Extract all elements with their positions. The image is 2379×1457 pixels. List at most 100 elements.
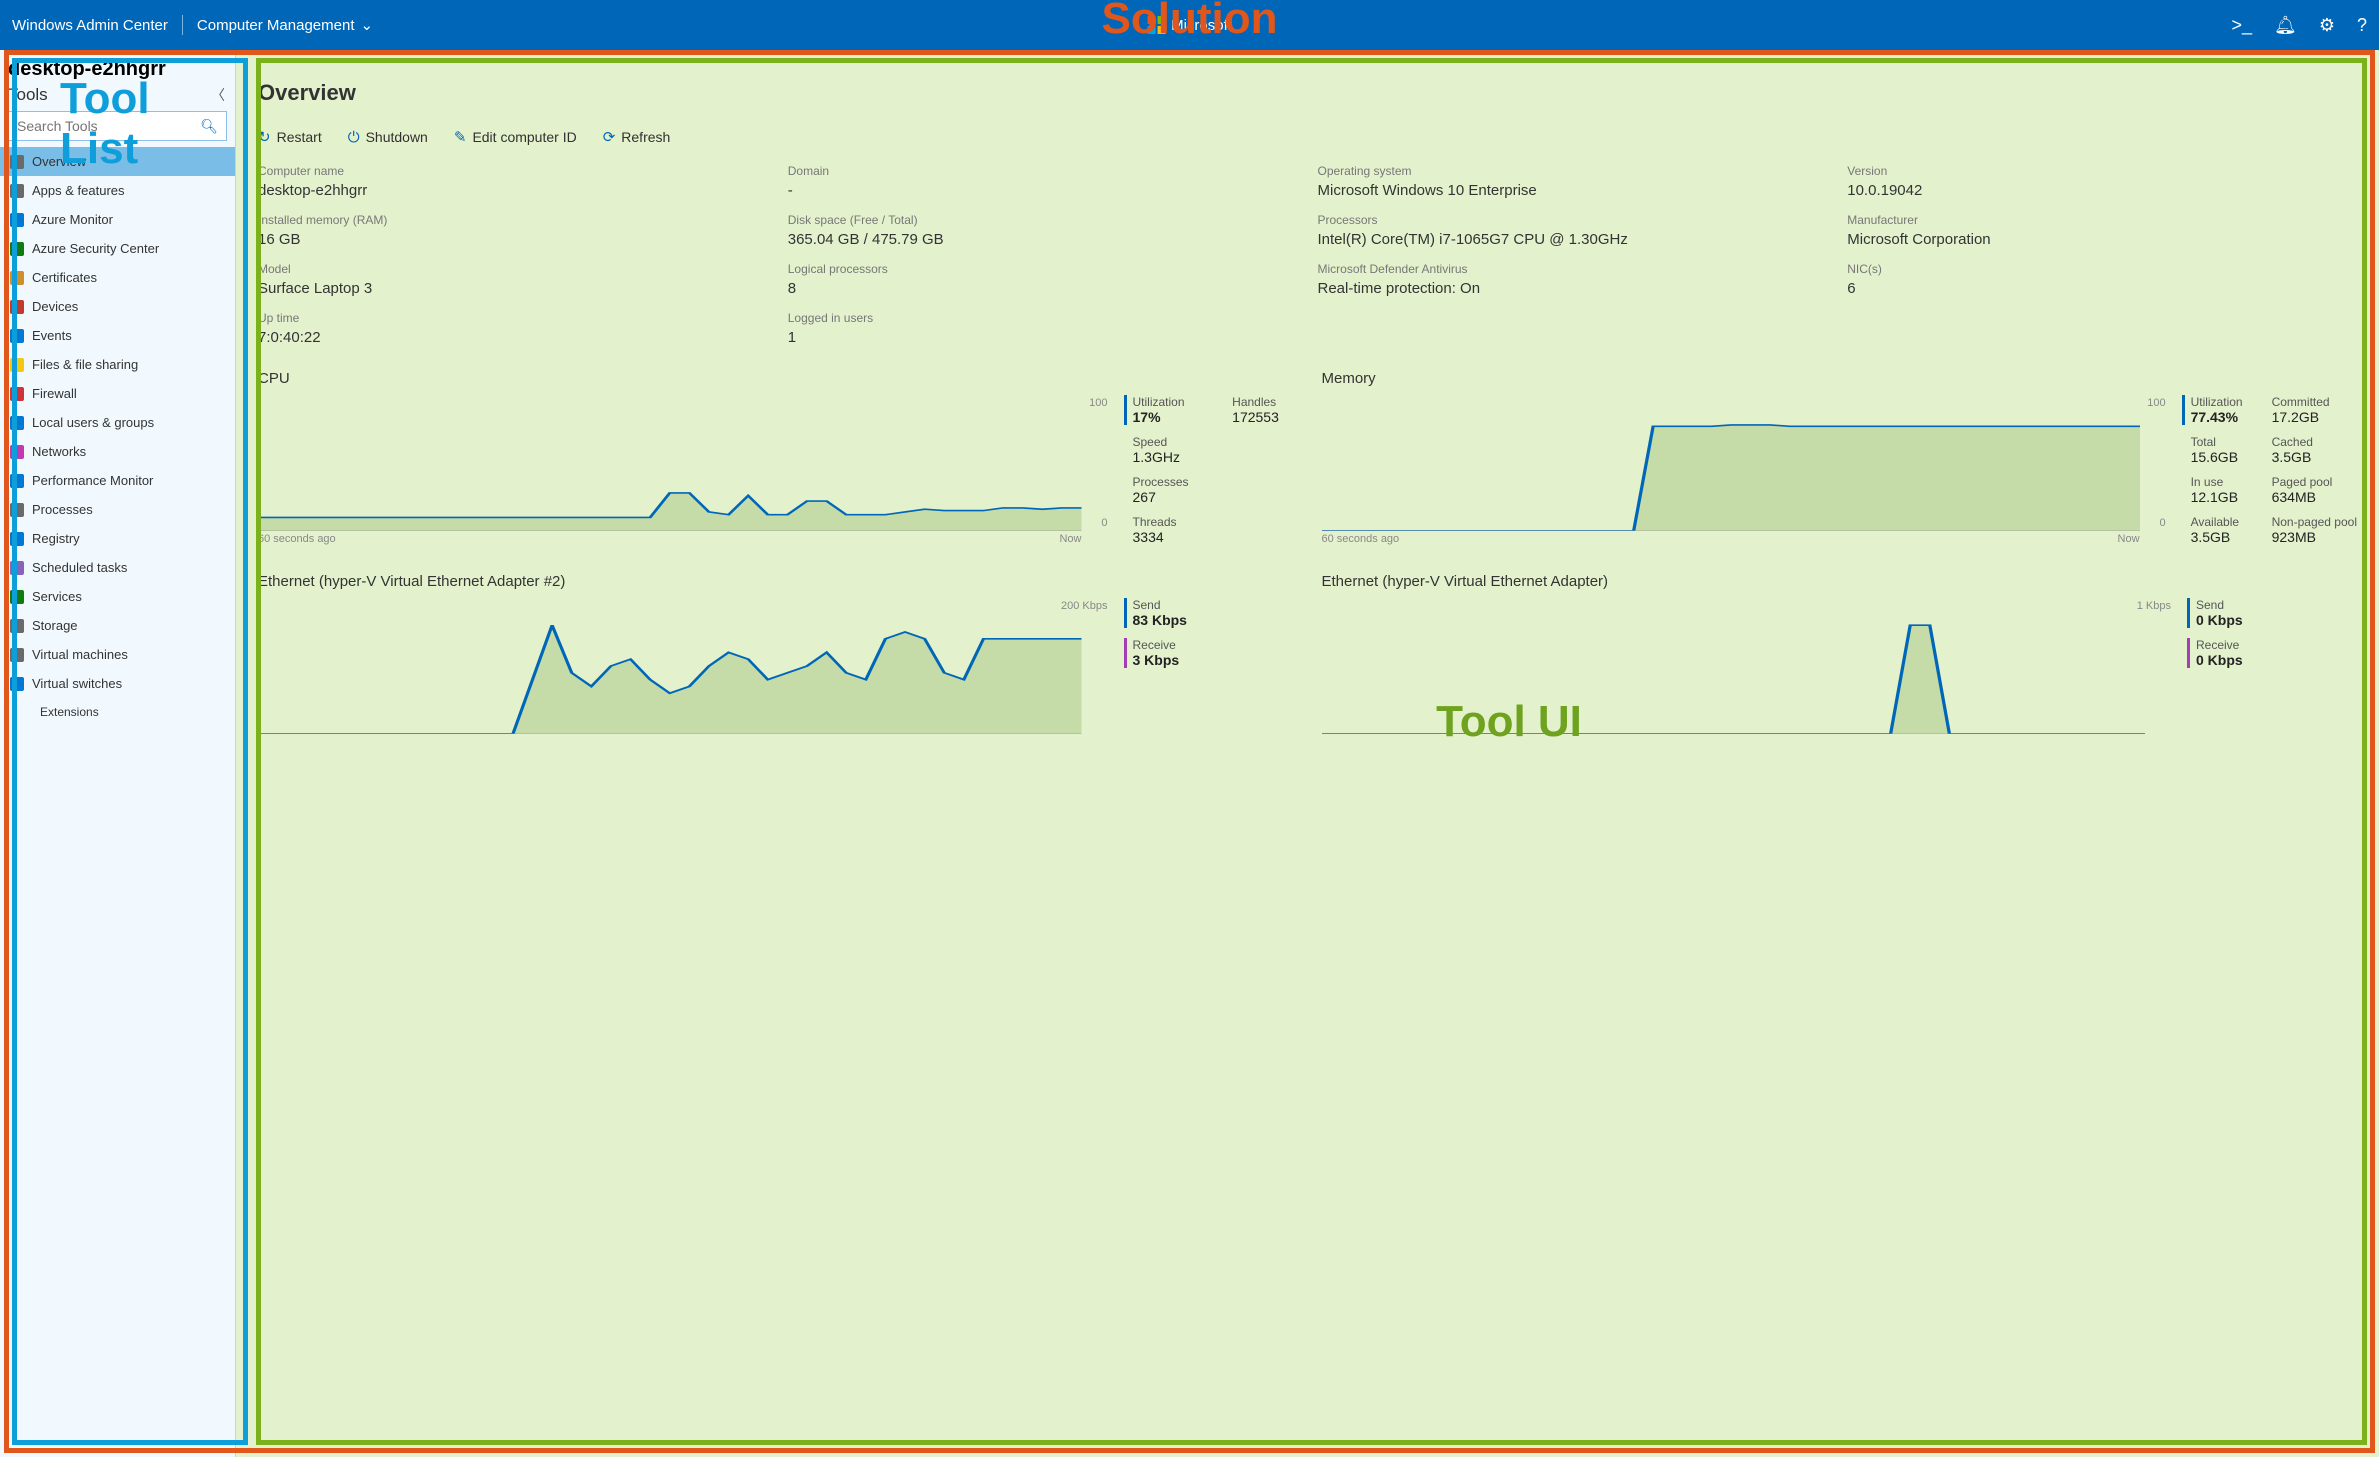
sidebar-item[interactable]: Services [0,582,235,611]
sidebar-item[interactable]: Devices [0,292,235,321]
stat-value: 83 Kbps [1133,612,1294,628]
collapse-sidebar-icon[interactable]: 〈 [211,85,225,105]
search-tools-box[interactable]: 🔍︎ [8,111,227,141]
sidebar-item-label: Azure Security Center [32,241,159,256]
spec-label: Version [1847,164,2357,178]
stat-item: Non-paged pool923MB [2263,515,2357,545]
sidebar-item-label: Services [32,589,82,604]
sidebar-item-label: Certificates [32,270,97,285]
sidebar-item-label: Files & file sharing [32,357,138,372]
tool-icon [10,619,24,633]
sidebar: Tool List desktop-e2hhgrr Tools 〈 🔍︎ Ove… [0,50,236,1457]
spec-cell: Logical processors8 [788,262,1298,297]
solution-dropdown[interactable]: Computer Management ⌄ [197,16,373,34]
edit-computer-id-button[interactable]: ✎Edit computer ID [454,128,577,146]
action-bar: ↻Restart ⏻Shutdown ✎Edit computer ID ⟳Re… [258,128,2357,146]
spec-cell: Domain- [788,164,1298,199]
sidebar-item[interactable]: Virtual switches [0,669,235,698]
tool-icon [10,358,24,372]
spec-cell: Operating systemMicrosoft Windows 10 Ent… [1318,164,1828,199]
powershell-icon[interactable]: >_ [2231,15,2252,36]
spec-value: Intel(R) Core(TM) i7-1065G7 CPU @ 1.30GH… [1318,231,1828,248]
sidebar-item-label: Overview [32,154,86,169]
spec-cell: NIC(s)6 [1847,262,2357,297]
settings-gear-icon[interactable]: ⚙ [2319,15,2335,36]
stat-item: Processes267 [1124,475,1204,505]
sidebar-item-label: Networks [32,444,86,459]
tool-icon [10,213,24,227]
sidebar-item-label: Firewall [32,386,77,401]
stat-value: 634MB [2272,489,2357,505]
sidebar-item-label: Performance Monitor [32,473,153,488]
stat-item: Paged pool634MB [2263,475,2357,505]
stat-label: Utilization [1133,395,1204,409]
sidebar-item[interactable]: Azure Monitor [0,205,235,234]
help-icon[interactable]: ? [2357,15,2367,36]
shutdown-label: Shutdown [366,129,428,145]
sidebar-item[interactable]: Networks [0,437,235,466]
restart-button[interactable]: ↻Restart [258,128,322,146]
stat-value: 172553 [1232,409,1293,425]
stat-item: Utilization17% [1124,395,1204,425]
shutdown-button[interactable]: ⏻Shutdown [348,128,428,146]
sidebar-item-label: Registry [32,531,80,546]
stat-label: Send [1133,598,1294,612]
sidebar-item-extensions[interactable]: Extensions [0,698,235,726]
sidebar-item[interactable]: Azure Security Center [0,234,235,263]
sidebar-item[interactable]: Performance Monitor [0,466,235,495]
sidebar-item[interactable]: Firewall [0,379,235,408]
sidebar-item-label: Scheduled tasks [32,560,127,575]
sidebar-item[interactable]: Events [0,321,235,350]
stat-value: 12.1GB [2191,489,2243,505]
spec-value: 10.0.19042 [1847,182,2357,199]
sidebar-item[interactable]: Apps & features [0,176,235,205]
x-axis-right: Now [1059,533,1081,545]
tool-icon [10,590,24,604]
sidebar-item[interactable]: Processes [0,495,235,524]
sidebar-item[interactable]: Local users & groups [0,408,235,437]
sidebar-item[interactable]: Overview [0,147,235,176]
search-tools-input[interactable] [17,118,200,134]
stat-value: 3.5GB [2272,449,2357,465]
stat-item: In use12.1GB [2182,475,2243,505]
spec-label: NIC(s) [1847,262,2357,276]
microsoft-logo-icon [1147,16,1165,34]
sidebar-item-label: Local users & groups [32,415,154,430]
tool-list: Overview Apps & features Azure Monitor Azur… [0,147,235,1457]
chart-title: Ethernet (hyper-V Virtual Ethernet Adapt… [258,573,1294,590]
x-axis-left: 60 seconds ago [258,533,336,545]
sidebar-item[interactable]: Virtual machines [0,640,235,669]
x-axis-right: Now [2118,533,2140,545]
sidebar-item[interactable]: Files & file sharing [0,350,235,379]
brand-text: Microsoft [1171,17,1232,34]
sidebar-item[interactable]: Registry [0,524,235,553]
stat-item: Send0 Kbps [2187,598,2357,628]
tool-icon [10,242,24,256]
chart-title: CPU [258,370,1294,387]
sidebar-item-label: Azure Monitor [32,212,113,227]
sidebar-item[interactable]: Storage [0,611,235,640]
spec-value: Microsoft Windows 10 Enterprise [1318,182,1828,199]
stat-label: Paged pool [2272,475,2357,489]
refresh-button[interactable]: ⟳Refresh [603,128,671,146]
stat-value: 0 Kbps [2196,652,2357,668]
stat-item: Available3.5GB [2182,515,2243,545]
tool-icon [10,561,24,575]
spec-cell: Up time7:0:40:22 [258,311,768,346]
charts-container: CPU 100060 seconds agoNow Utilization17% Ha… [258,370,2357,748]
stat-label: Handles [1232,395,1293,409]
sidebar-item[interactable]: Scheduled tasks [0,553,235,582]
tool-icon [10,329,24,343]
spec-value: Surface Laptop 3 [258,280,768,297]
spec-cell: Disk space (Free / Total)365.04 GB / 475… [788,213,1298,248]
stat-label: Send [2196,598,2357,612]
spec-cell: Installed memory (RAM)16 GB [258,213,768,248]
sidebar-item[interactable]: Certificates [0,263,235,292]
stat-item: Receive0 Kbps [2187,638,2357,668]
chart-stats: Utilization77.43%Committed17.2GBTotal15.… [2182,395,2357,545]
chart-area: 100060 seconds agoNow [1322,395,2170,545]
notifications-icon[interactable]: 🔔︎ [2274,15,2297,36]
y-axis-min: 0 [1101,517,1107,529]
product-name[interactable]: Windows Admin Center [12,17,168,34]
spec-cell: Logged in users1 [788,311,1298,346]
